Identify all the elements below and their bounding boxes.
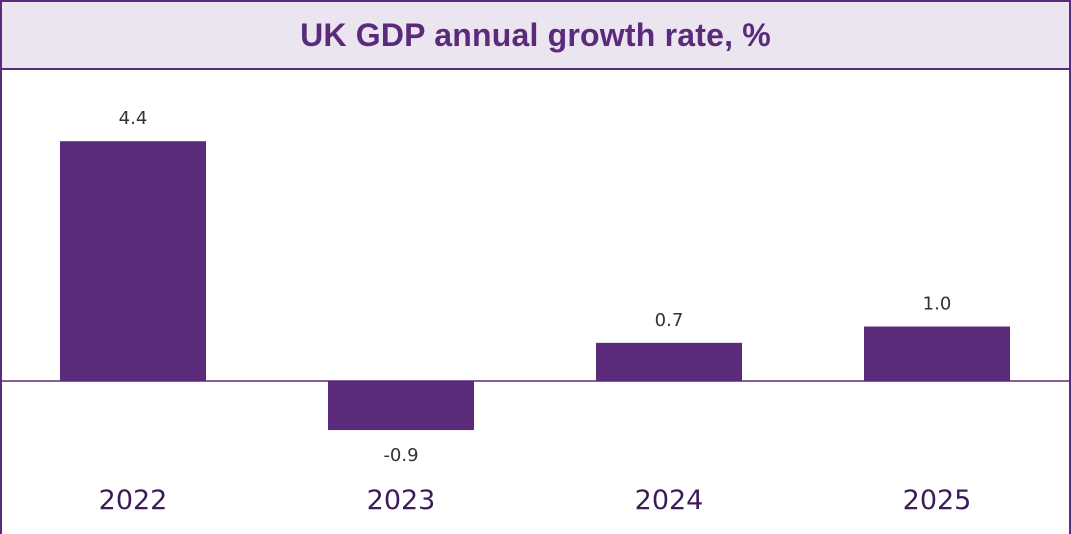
data-label-2025: 1.0	[923, 294, 952, 315]
title-bar: UK GDP annual growth rate, %	[2, 2, 1069, 70]
bar-2024	[596, 342, 742, 381]
x-tick-label-2022: 2022	[99, 485, 168, 516]
x-tick-label-2024: 2024	[635, 485, 704, 516]
bar-2023	[328, 381, 474, 431]
bar-2025	[864, 326, 1010, 381]
chart-title: UK GDP annual growth rate, %	[300, 16, 771, 53]
bar-2022	[60, 141, 206, 381]
data-label-2024: 0.7	[655, 310, 684, 331]
data-label-2022: 4.4	[119, 108, 148, 129]
data-label-2023: -0.9	[383, 445, 418, 466]
labels-layer: 4.4 2022 -0.9 2023 0.7 2024 1.0 2025	[99, 108, 972, 516]
bars-layer	[60, 141, 1010, 431]
x-tick-label-2023: 2023	[367, 485, 436, 516]
x-tick-label-2025: 2025	[903, 485, 972, 516]
